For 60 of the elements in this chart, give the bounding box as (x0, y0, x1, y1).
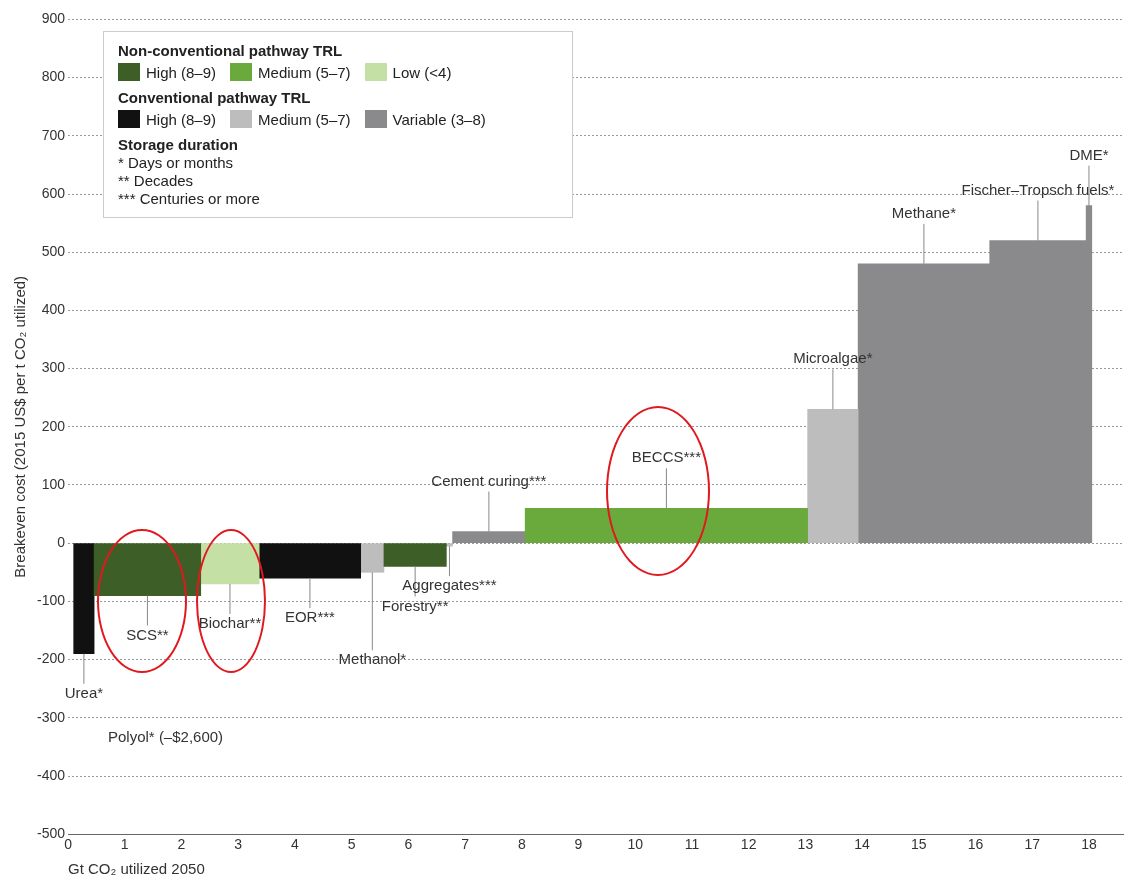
annotation: Urea* (64, 683, 104, 701)
annotation: Conventional pathway TRL (118, 89, 312, 107)
x-tick-label: 15 (911, 836, 927, 853)
x-tick-label: 3 (234, 836, 243, 853)
y-tick-label: -300 (36, 708, 66, 725)
annotation: *** Centuries or more (118, 190, 261, 208)
y-tick-label: 500 (41, 243, 66, 260)
x-tick-label: 2 (177, 836, 186, 853)
y-tick-label: 300 (41, 359, 66, 376)
annotation: Storage duration (118, 136, 240, 154)
x-tick-label: 14 (854, 836, 871, 853)
x-tick-label: 9 (574, 836, 583, 853)
y-tick-label: -200 (36, 650, 66, 667)
y-tick-label: 100 (41, 475, 66, 492)
x-tick-label: 11 (684, 836, 700, 853)
x-tick-label: 6 (404, 836, 413, 853)
y-tick-label: 400 (41, 301, 66, 318)
y-tick-label: 600 (41, 184, 66, 201)
x-tick-label: 1 (120, 836, 129, 853)
legend-label: Variable (3–8) (392, 110, 486, 128)
annotation: Aggregates*** (402, 576, 497, 594)
annotation: EOR*** (284, 608, 336, 626)
annotation: BECCS*** (631, 448, 702, 466)
legend-label: Medium (5–7) (258, 110, 351, 128)
annotation: Methanol* (338, 650, 407, 668)
annotation: Biochar** (198, 614, 262, 632)
annotation: Fischer–Tropsch fuels* (961, 180, 1115, 198)
x-tick-label: 18 (1081, 836, 1097, 853)
x-tick-label: 8 (517, 836, 526, 853)
annotation: Polyol* (–$2,600) (108, 728, 224, 745)
annotation: SCS** (126, 625, 169, 643)
y-tick-label: 700 (41, 126, 66, 143)
legend-label: Low (<4) (392, 63, 452, 81)
annotation: Methane* (891, 203, 957, 221)
y-tick-label: 800 (41, 68, 66, 85)
y-tick-label: 0 (57, 534, 66, 551)
y-tick-label: -500 (36, 825, 66, 842)
x-tick-label: 16 (967, 836, 984, 853)
annotation: Forestry** (381, 596, 449, 614)
legend-title: Non-conventional pathway TRL (118, 42, 344, 60)
x-tick-label: 12 (740, 836, 757, 853)
legend-label: High (8–9) (146, 110, 217, 128)
legend-label: High (8–9) (146, 63, 217, 81)
x-tick-label: 4 (291, 836, 299, 853)
y-tick-label: 200 (41, 417, 66, 434)
y-tick-label: -400 (36, 766, 66, 783)
x-axis-title: Gt CO₂ utilized 2050 (68, 860, 205, 878)
x-tick-label: 5 (347, 836, 356, 853)
x-tick-label: 13 (797, 836, 814, 853)
y-tick-label: -100 (36, 592, 66, 609)
annotation: Cement curing*** (431, 471, 547, 489)
x-tick-label: 10 (627, 836, 644, 853)
y-tick-label: 900 (41, 10, 66, 27)
x-tick-label: 7 (461, 836, 470, 853)
annotation: ** Decades (118, 172, 195, 190)
y-axis-title: Breakeven cost (2015 US$ per t CO₂ utilized) (11, 275, 29, 578)
annotation: DME* (1069, 145, 1109, 163)
x-tick-label: 17 (1024, 836, 1041, 853)
annotation: * Days or months (118, 154, 235, 172)
legend-label: Medium (5–7) (258, 63, 351, 81)
